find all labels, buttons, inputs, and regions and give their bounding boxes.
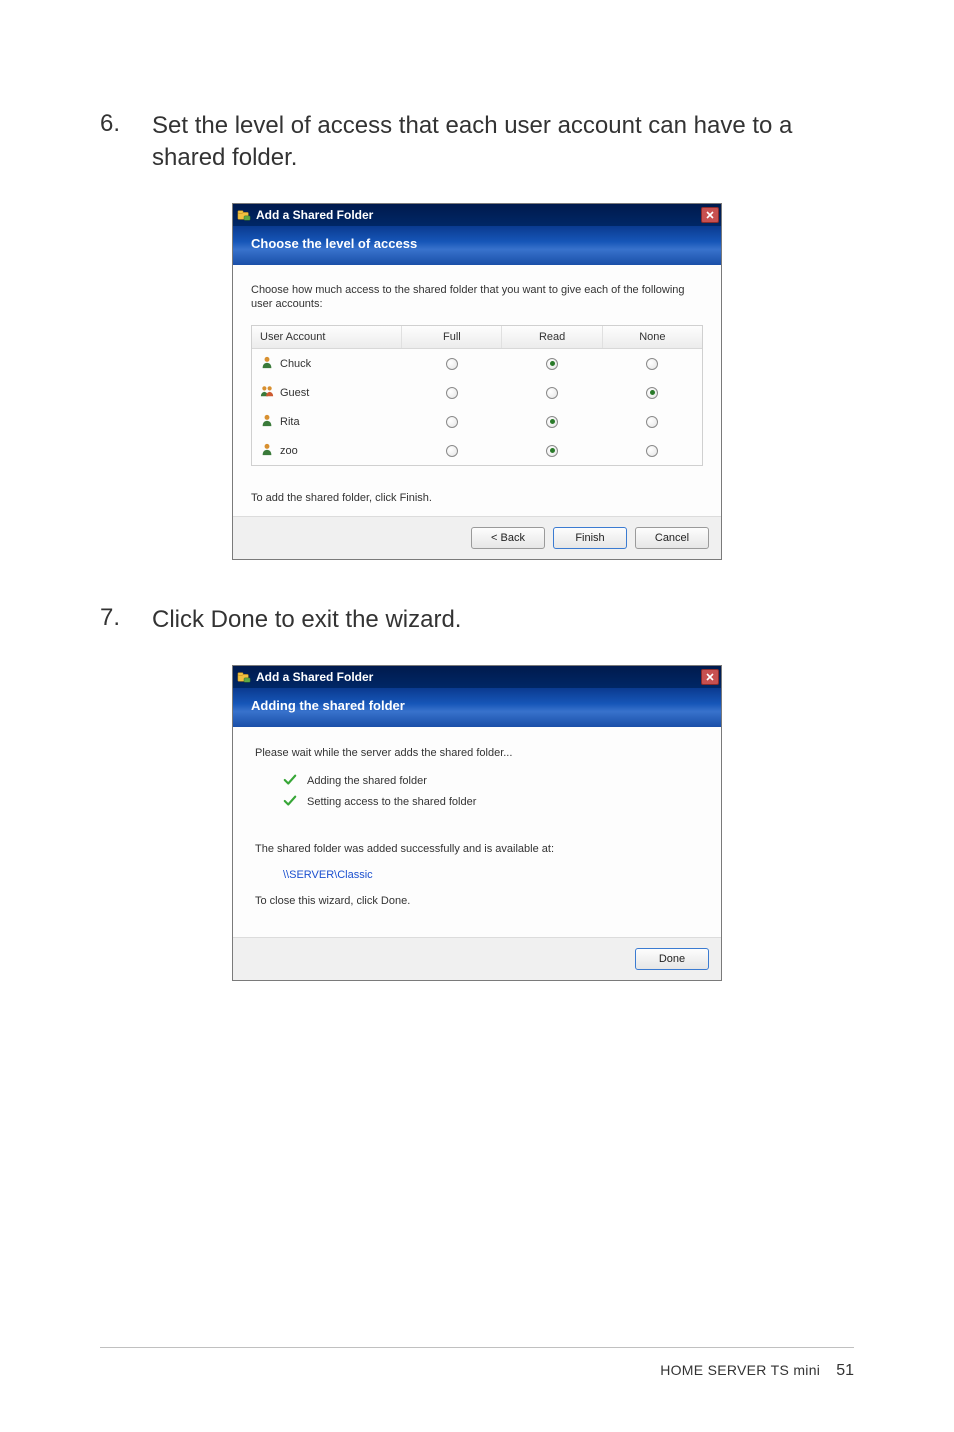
dialog-content: Please wait while the server adds the sh… <box>233 727 721 937</box>
user-icon <box>260 413 274 430</box>
radio-full[interactable] <box>446 358 458 370</box>
user-group-icon <box>260 384 274 401</box>
instruction-text: Choose how much access to the shared fol… <box>251 283 703 312</box>
folder-server-icon <box>237 208 251 222</box>
radio-cell-full <box>402 413 502 431</box>
success-text: The shared folder was added successfully… <box>255 843 699 855</box>
radio-read[interactable] <box>546 387 558 399</box>
dialog-title: Add a Shared Folder <box>256 670 701 684</box>
radio-cell-none <box>602 384 702 402</box>
footer-product-name: HOME SERVER TS mini <box>660 1362 820 1378</box>
col-full: Full <box>402 326 502 348</box>
radio-cell-full <box>402 384 502 402</box>
helper-text: To add the shared folder, click Finish. <box>251 492 703 504</box>
radio-cell-read <box>502 413 602 431</box>
step-number: 6. <box>100 110 128 138</box>
task-label: Setting access to the shared folder <box>307 796 476 808</box>
radio-cell-none <box>602 355 702 373</box>
radio-cell-read <box>502 355 602 373</box>
dialog-content: Choose how much access to the shared fol… <box>233 265 721 517</box>
col-user-account: User Account <box>252 326 402 348</box>
titlebar: Add a Shared Folder <box>233 204 721 226</box>
folder-server-icon <box>237 670 251 684</box>
done-button[interactable]: Done <box>635 948 709 970</box>
task-line: Setting access to the shared folder <box>283 794 699 811</box>
user-cell: zoo <box>252 439 402 462</box>
finish-button[interactable]: Finish <box>553 527 627 549</box>
check-icon <box>283 794 297 811</box>
button-row: Done <box>233 937 721 980</box>
back-button[interactable]: < Back <box>471 527 545 549</box>
task-label: Adding the shared folder <box>307 775 427 787</box>
button-row: < Back Finish Cancel <box>233 516 721 559</box>
table-row: Rita <box>252 407 702 436</box>
close-hint-text: To close this wizard, click Done. <box>255 895 699 907</box>
radio-none[interactable] <box>646 358 658 370</box>
radio-cell-full <box>402 442 502 460</box>
titlebar: Add a Shared Folder <box>233 666 721 688</box>
dialog-adding-folder: Add a Shared Folder Adding the shared fo… <box>232 665 722 981</box>
wait-text: Please wait while the server adds the sh… <box>255 747 699 759</box>
cancel-button[interactable]: Cancel <box>635 527 709 549</box>
radio-cell-read <box>502 442 602 460</box>
step-text: Set the level of access that each user a… <box>152 110 854 175</box>
table-row: Chuck <box>252 349 702 378</box>
radio-full[interactable] <box>446 416 458 428</box>
user-name: zoo <box>280 445 298 457</box>
dialog-banner: Choose the level of access <box>233 226 721 265</box>
col-read: Read <box>502 326 602 348</box>
dialog-1-wrap: Add a Shared Folder Choose the level of … <box>100 203 854 561</box>
close-button[interactable] <box>701 207 719 223</box>
user-name: Chuck <box>280 358 311 370</box>
close-icon <box>705 672 715 682</box>
radio-cell-none <box>602 413 702 431</box>
radio-read[interactable] <box>546 416 558 428</box>
radio-none[interactable] <box>646 416 658 428</box>
step-text: Click Done to exit the wizard. <box>152 604 854 636</box>
step-6: 6. Set the level of access that each use… <box>100 110 854 175</box>
footer-page-number: 51 <box>836 1362 854 1380</box>
user-cell: Guest <box>252 381 402 404</box>
radio-read[interactable] <box>546 358 558 370</box>
radio-full[interactable] <box>446 445 458 457</box>
table-row: zoo <box>252 436 702 465</box>
user-cell: Chuck <box>252 352 402 375</box>
step-number: 7. <box>100 604 128 632</box>
user-icon <box>260 355 274 372</box>
radio-cell-none <box>602 442 702 460</box>
user-cell: Rita <box>252 410 402 433</box>
col-none: None <box>603 326 702 348</box>
user-name: Rita <box>280 416 300 428</box>
close-icon <box>705 210 715 220</box>
radio-full[interactable] <box>446 387 458 399</box>
page-footer: HOME SERVER TS mini 51 <box>100 1347 854 1380</box>
radio-cell-full <box>402 355 502 373</box>
radio-cell-read <box>502 384 602 402</box>
radio-read[interactable] <box>546 445 558 457</box>
user-icon <box>260 442 274 459</box>
access-table: User Account Full Read None Chuck Guest Ri… <box>251 325 703 466</box>
dialog-2-wrap: Add a Shared Folder Adding the shared fo… <box>100 665 854 981</box>
task-line: Adding the shared folder <box>283 773 699 790</box>
dialog-title: Add a Shared Folder <box>256 208 701 222</box>
radio-none[interactable] <box>646 445 658 457</box>
dialog-banner: Adding the shared folder <box>233 688 721 727</box>
check-icon <box>283 773 297 790</box>
step-7: 7. Click Done to exit the wizard. <box>100 604 854 636</box>
share-path-link[interactable]: \\SERVER\Classic <box>283 869 699 881</box>
radio-none[interactable] <box>646 387 658 399</box>
user-name: Guest <box>280 387 309 399</box>
close-button[interactable] <box>701 669 719 685</box>
table-header: User Account Full Read None <box>252 326 702 349</box>
dialog-access-level: Add a Shared Folder Choose the level of … <box>232 203 722 561</box>
table-row: Guest <box>252 378 702 407</box>
